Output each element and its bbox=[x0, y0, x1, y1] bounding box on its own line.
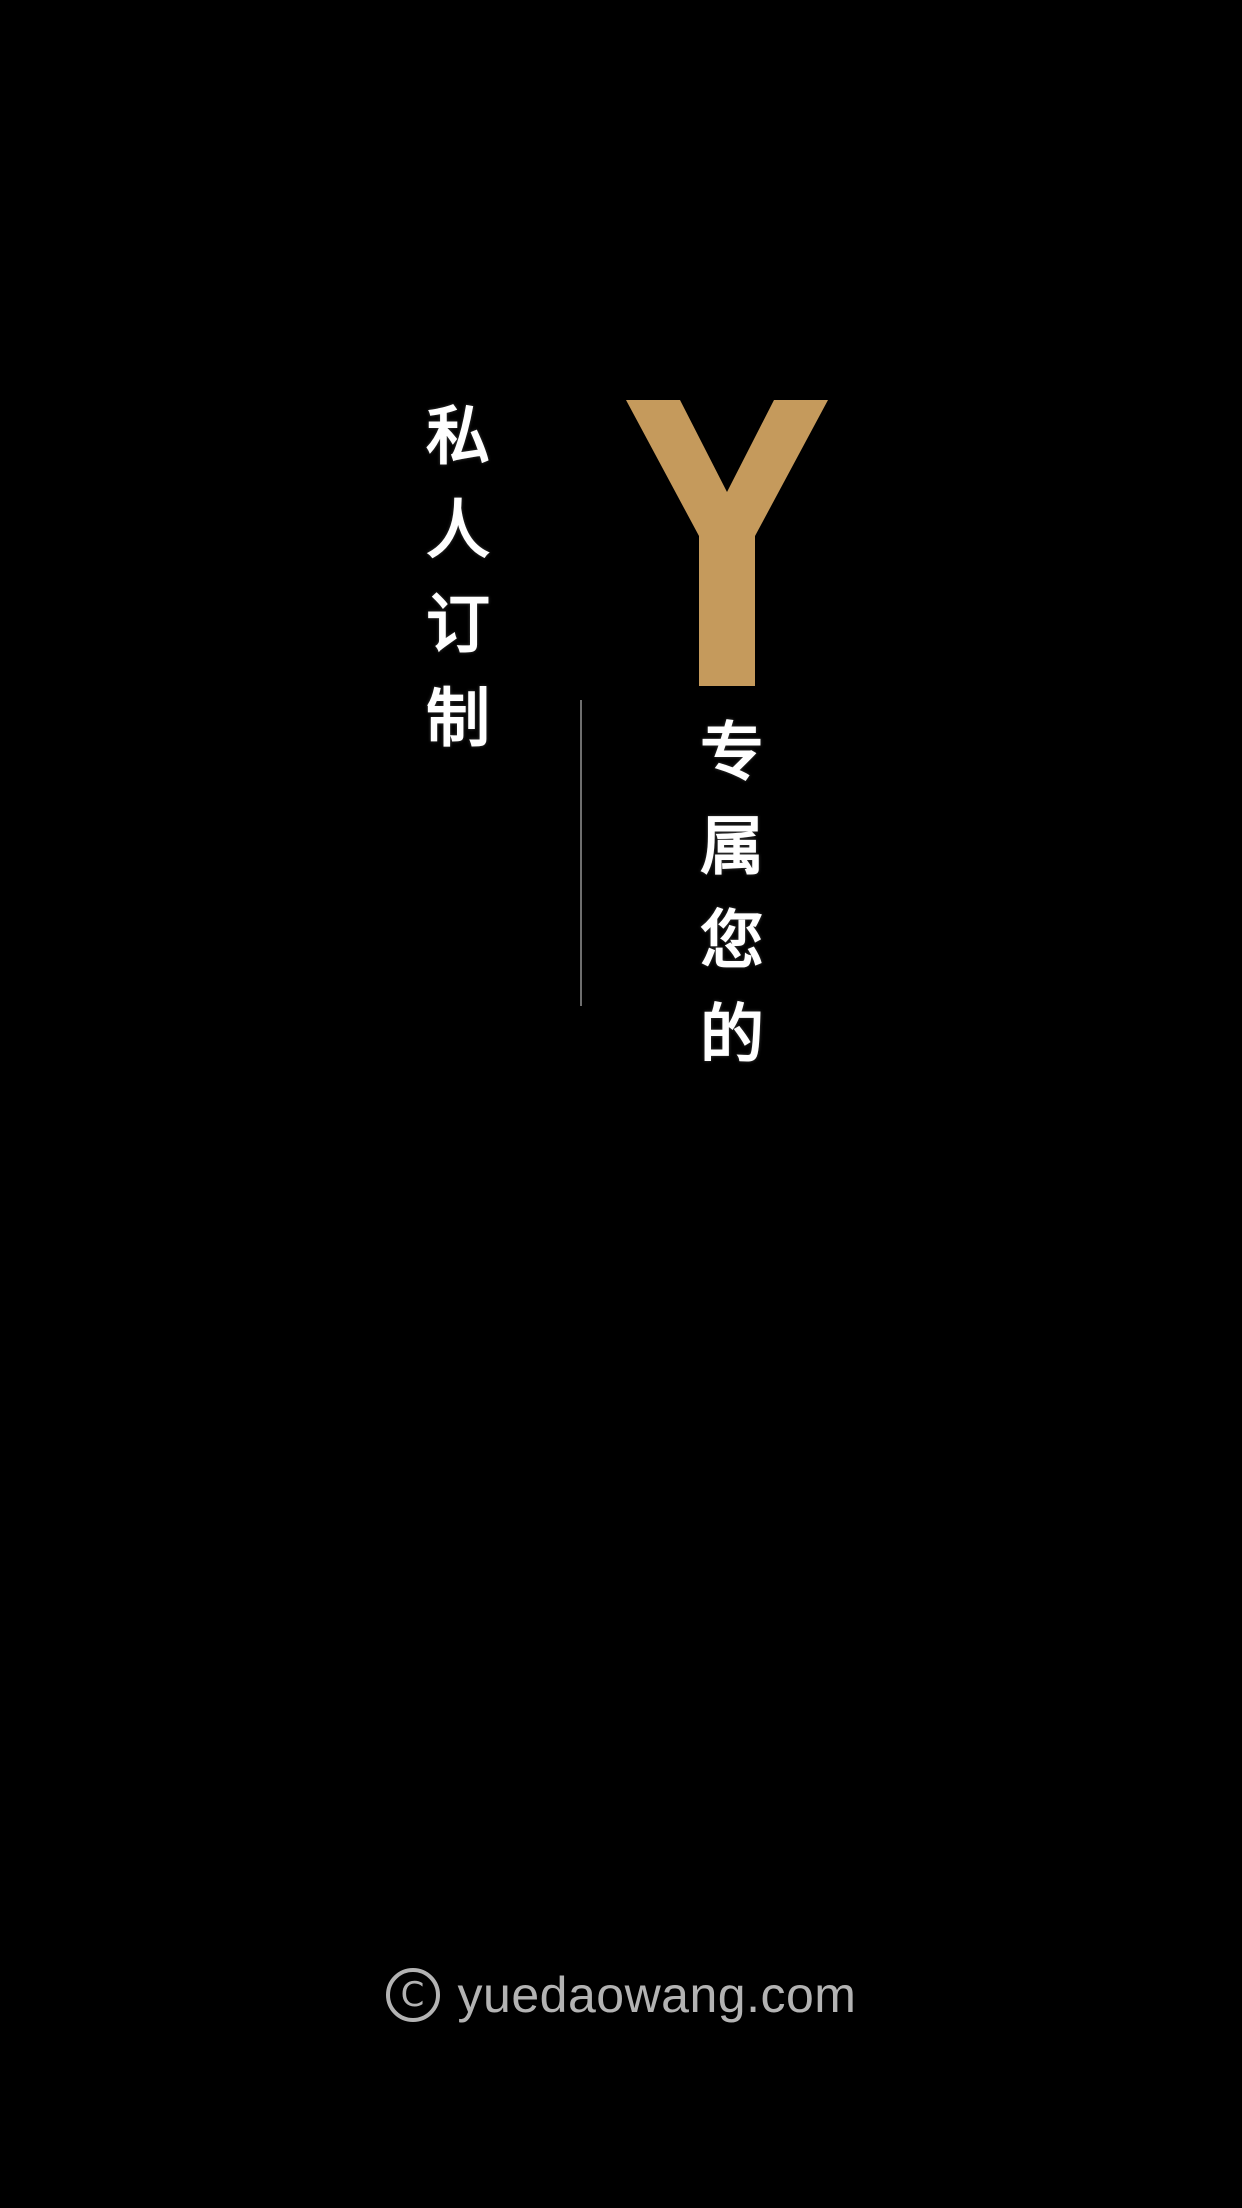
footer-copyright: C yuedaowang.com bbox=[0, 1960, 1242, 2030]
tagline-private-custom: 私人订制 bbox=[415, 402, 489, 778]
brand-logo-y: Y bbox=[626, 400, 828, 686]
copyright-icon: C bbox=[385, 1968, 440, 2022]
footer-domain: yuedaowang.com bbox=[457, 1967, 857, 2023]
tagline-exclusive-yours: 专属您的 bbox=[689, 718, 763, 1094]
vertical-divider bbox=[580, 700, 582, 1006]
